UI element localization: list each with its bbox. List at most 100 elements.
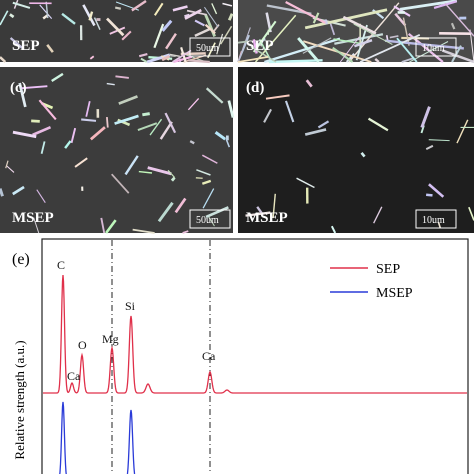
texture <box>46 44 54 53</box>
texture <box>227 13 234 21</box>
texture <box>451 45 462 63</box>
texture <box>204 6 219 28</box>
texture <box>237 56 269 63</box>
legend-entry: SEP <box>376 262 400 277</box>
texture <box>389 35 399 39</box>
texture <box>216 33 224 55</box>
peak-label: Ca <box>67 369 81 383</box>
texture <box>394 12 407 27</box>
texture <box>138 53 148 58</box>
texture <box>339 36 360 63</box>
texture <box>138 170 153 174</box>
texture <box>172 5 188 12</box>
texture <box>111 173 130 194</box>
texture <box>202 188 215 209</box>
texture <box>32 126 52 137</box>
texture <box>0 56 7 63</box>
texture <box>5 160 9 169</box>
texture <box>182 230 189 234</box>
texture <box>184 8 202 20</box>
texture <box>81 118 97 122</box>
texture <box>317 120 330 129</box>
texture <box>40 141 46 154</box>
texture <box>61 12 76 25</box>
texture <box>468 206 474 221</box>
texture <box>12 185 25 196</box>
texture <box>393 5 411 17</box>
texture <box>194 19 205 27</box>
texture <box>450 22 456 30</box>
texture <box>6 165 15 173</box>
texture <box>425 193 433 197</box>
texture <box>0 188 4 197</box>
texture <box>334 33 384 45</box>
texture <box>157 201 174 223</box>
scale-box <box>415 209 457 229</box>
texture <box>263 108 272 123</box>
texture <box>142 112 150 117</box>
texture <box>21 85 48 90</box>
texture <box>93 17 101 31</box>
texture <box>329 21 336 36</box>
texture <box>359 34 421 63</box>
sem-image-c <box>0 67 233 233</box>
texture <box>172 49 192 63</box>
scale-bar: 10um <box>422 43 445 54</box>
texture <box>89 126 106 141</box>
sem-image-d <box>238 67 474 233</box>
texture <box>227 100 235 118</box>
texture <box>220 25 233 45</box>
texture <box>188 59 210 64</box>
texture <box>285 1 326 24</box>
texture <box>222 2 233 7</box>
texture <box>265 94 290 100</box>
texture <box>214 131 227 141</box>
texture <box>38 99 57 121</box>
scale-box <box>415 37 457 57</box>
scale-bar: 50um <box>196 215 219 226</box>
panel-label: (e) <box>12 251 30 268</box>
texture <box>428 183 445 198</box>
msep-spectrum <box>59 401 136 474</box>
texture <box>225 138 231 148</box>
texture <box>115 75 129 79</box>
scale-bar: 50um <box>196 43 219 54</box>
texture <box>425 144 434 151</box>
sample-label: SEP <box>246 38 274 54</box>
texture <box>184 13 190 18</box>
texture <box>0 10 9 26</box>
texture <box>437 221 442 229</box>
texture <box>9 37 25 50</box>
texture <box>118 95 138 105</box>
texture <box>420 106 431 129</box>
scale-box <box>189 209 231 229</box>
texture <box>164 112 177 134</box>
texture <box>140 57 148 63</box>
texture <box>153 2 164 16</box>
texture <box>237 27 251 63</box>
texture <box>373 206 383 224</box>
texture <box>137 122 158 131</box>
texture <box>211 3 218 15</box>
texture <box>323 19 329 25</box>
texture <box>360 151 366 158</box>
texture <box>252 20 277 53</box>
texture <box>189 140 195 145</box>
texture <box>302 37 332 54</box>
scale-box <box>189 37 231 57</box>
texture <box>187 98 200 111</box>
texture <box>204 23 216 35</box>
texture <box>131 0 147 12</box>
texture <box>39 4 53 19</box>
panel-label: (c) <box>10 80 27 96</box>
sample-label: MSEP <box>246 210 288 226</box>
texture <box>161 19 173 32</box>
texture <box>121 30 132 41</box>
texture <box>304 128 327 136</box>
texture <box>124 155 139 176</box>
texture <box>196 169 211 176</box>
texture <box>106 82 115 86</box>
spectrum-frame <box>41 238 469 474</box>
texture <box>264 37 341 64</box>
